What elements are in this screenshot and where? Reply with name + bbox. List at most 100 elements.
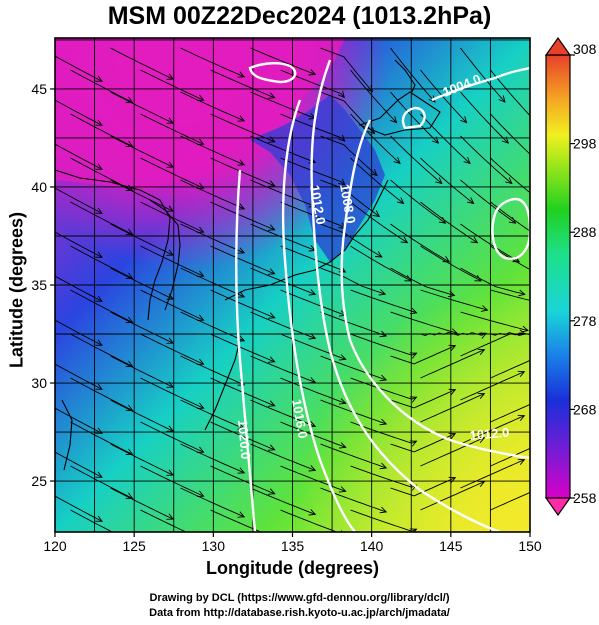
streamline-arrow [95, 383, 103, 390]
streamline [180, 487, 245, 518]
streamline-arrow [397, 197, 405, 205]
streamline-arrow [448, 388, 457, 396]
isobar-1016 [281, 99, 356, 532]
streamline [350, 157, 404, 204]
streamline [55, 55, 103, 82]
streamline-arrow [267, 312, 276, 319]
streamline [320, 179, 380, 217]
streamline [460, 415, 525, 445]
y-axis-title-text: Latitude (degrees) [6, 211, 27, 369]
streamline [460, 135, 513, 184]
streamline [210, 201, 275, 231]
streamline-arrow [448, 476, 457, 484]
streamline [70, 333, 133, 367]
streamline-arrow [166, 381, 174, 388]
streamline-arrow [166, 513, 174, 520]
streamline [70, 201, 133, 235]
streamline-arrow [575, 177, 582, 183]
isobar-north-loop [248, 62, 297, 84]
streamline [460, 223, 520, 263]
streamline [180, 267, 245, 298]
streamline-arrow [498, 95, 506, 103]
streamline [420, 331, 487, 336]
streamline [460, 371, 525, 401]
streamline [420, 157, 474, 204]
streamline [70, 509, 114, 532]
streamline [110, 487, 174, 520]
streamline [110, 135, 174, 168]
streamline-arrow [166, 249, 174, 256]
streamline [210, 465, 275, 495]
chart-title: MSM 00Z22Dec2024 (1013.2hPa) [107, 2, 492, 30]
isobar-1008 [340, 119, 530, 460]
streamline [140, 465, 204, 497]
streamline [350, 377, 417, 400]
streamline-arrow [368, 127, 376, 135]
isobar-1012-loop [491, 197, 530, 260]
streamline-arrow [390, 116, 398, 124]
streamline-arrow [428, 95, 436, 103]
streamline-arrow [308, 509, 317, 516]
streamline-arrow [125, 492, 134, 499]
isobar-label: 1020.0 [235, 419, 253, 460]
colorbar: 308 298 288 278 268 258 [544, 36, 597, 517]
streamline-arrow [409, 440, 418, 447]
streamline-arrow [447, 290, 456, 298]
streamline-arrow [166, 205, 174, 212]
streamline-arrow [521, 325, 529, 333]
x-tick-label: 150 [518, 538, 542, 554]
streamline [490, 447, 530, 467]
streamline-arrow [95, 163, 103, 170]
streamline-arrow [308, 377, 317, 384]
streamline-arrow [125, 360, 134, 367]
streamline-arrow [308, 69, 317, 76]
cold-air-tongue [250, 95, 385, 262]
streamline [350, 69, 397, 123]
streamline [140, 201, 204, 233]
streamline-arrow [267, 356, 276, 363]
streamline-arrow [237, 247, 246, 254]
streamline [490, 245, 530, 271]
streamline [320, 443, 387, 469]
streamline-arrow [338, 354, 347, 361]
streamline [350, 113, 401, 164]
isobar-label: 1012.0 [469, 425, 510, 443]
streamline-arrow [517, 414, 526, 421]
streamline [70, 113, 133, 147]
streamline [460, 47, 506, 103]
streamline [460, 332, 526, 357]
streamline [490, 157, 530, 194]
streamline [140, 509, 187, 532]
coastline-korea [149, 199, 181, 311]
streamline [55, 231, 103, 258]
streamline-arrow [501, 136, 510, 144]
streamline [55, 143, 103, 170]
streamline-arrow [125, 404, 134, 411]
streamline [420, 69, 467, 123]
streamline [320, 487, 387, 513]
streamline-arrow [375, 251, 383, 258]
y-tick-label: 35 [31, 277, 47, 293]
streamline [390, 91, 439, 144]
streamline-arrow [534, 157, 540, 163]
streamline-arrow [379, 506, 388, 514]
streamline-arrow [237, 115, 246, 122]
streamline-arrow [267, 268, 276, 275]
streamline-arrow [404, 275, 412, 282]
streamline [110, 179, 174, 212]
streamline-arrow [338, 178, 346, 186]
streamline [390, 135, 443, 184]
streamline [70, 465, 133, 499]
streamline-arrow [480, 305, 489, 312]
streamline [390, 389, 456, 409]
streamline [460, 91, 509, 144]
streamline-arrow [338, 442, 347, 449]
coastline-hokkaido [358, 91, 441, 136]
x-axis-title: Longitude (degrees) [205, 558, 379, 578]
colorbar-tick-label: 278 [573, 313, 597, 329]
colorbar-tick-label: 298 [573, 136, 597, 152]
streamline [390, 47, 436, 103]
streamline-arrow [237, 71, 246, 78]
isobar-1012 [310, 59, 501, 532]
